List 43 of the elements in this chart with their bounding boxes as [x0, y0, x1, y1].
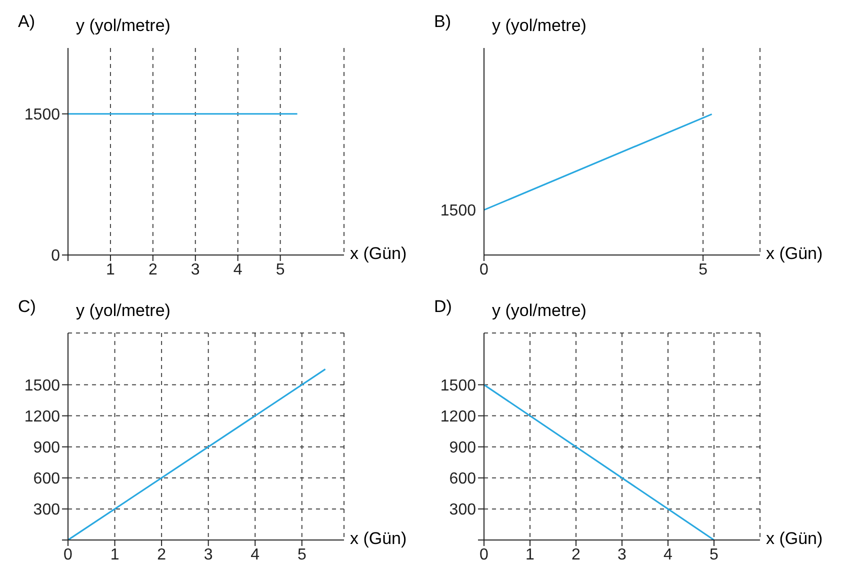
y-tick-label: 600 — [33, 470, 60, 488]
x-tick-label: 3 — [204, 546, 213, 564]
x-tick-label: 5 — [698, 261, 708, 278]
x-tick-label: 0 — [64, 546, 73, 564]
x-tick-label: 1 — [110, 546, 120, 564]
x-tick-label: 2 — [572, 546, 581, 564]
y-tick-label: 1500 — [440, 377, 476, 394]
chart-title: D) — [434, 297, 452, 317]
x-tick-label: 4 — [233, 261, 242, 278]
y-tick-label: 900 — [449, 440, 476, 457]
y-tick-label: 1200 — [24, 408, 60, 426]
x-axis-title: x (Gün) — [350, 244, 407, 264]
y-axis-title: y (yol/metre) — [492, 301, 586, 321]
x-axis-title: x (Gün) — [350, 529, 407, 549]
x-tick-label: 1 — [106, 261, 116, 278]
y-tick-label: 1200 — [440, 408, 476, 426]
y-axis-title: y (yol/metre) — [76, 16, 170, 36]
x-tick-label: 0 — [480, 546, 489, 564]
y-axis-title: y (yol/metre) — [492, 16, 586, 36]
x-tick-label: 4 — [250, 546, 260, 564]
y-tick-label: 300 — [449, 502, 476, 519]
x-axis-title: x (Gün) — [766, 529, 823, 549]
chart-title: A) — [18, 12, 35, 32]
x-tick-label: 2 — [157, 546, 166, 564]
chart-title: B) — [434, 12, 451, 32]
x-tick-label: 2 — [148, 261, 158, 278]
x-tick-label: 3 — [618, 546, 627, 564]
y-tick-label: 0 — [51, 248, 60, 265]
x-tick-label: 1 — [526, 546, 535, 564]
x-tick-label: 5 — [297, 546, 306, 564]
y-axis-title: y (yol/metre) — [76, 301, 170, 321]
y-tick-label: 1500 — [24, 106, 60, 124]
chart-title: C) — [18, 297, 36, 317]
y-tick-label: 600 — [449, 470, 476, 488]
x-tick-label: 3 — [190, 261, 200, 278]
x-tick-label: 5 — [276, 261, 285, 278]
x-tick-label: 5 — [710, 546, 719, 564]
y-tick-label: 1500 — [24, 377, 60, 394]
y-tick-label: 900 — [33, 440, 60, 457]
y-tick-label: 300 — [33, 502, 60, 519]
x-tick-label: 4 — [664, 546, 673, 564]
x-tick-label: 0 — [480, 261, 489, 278]
x-axis-title: x (Gün) — [766, 244, 823, 264]
